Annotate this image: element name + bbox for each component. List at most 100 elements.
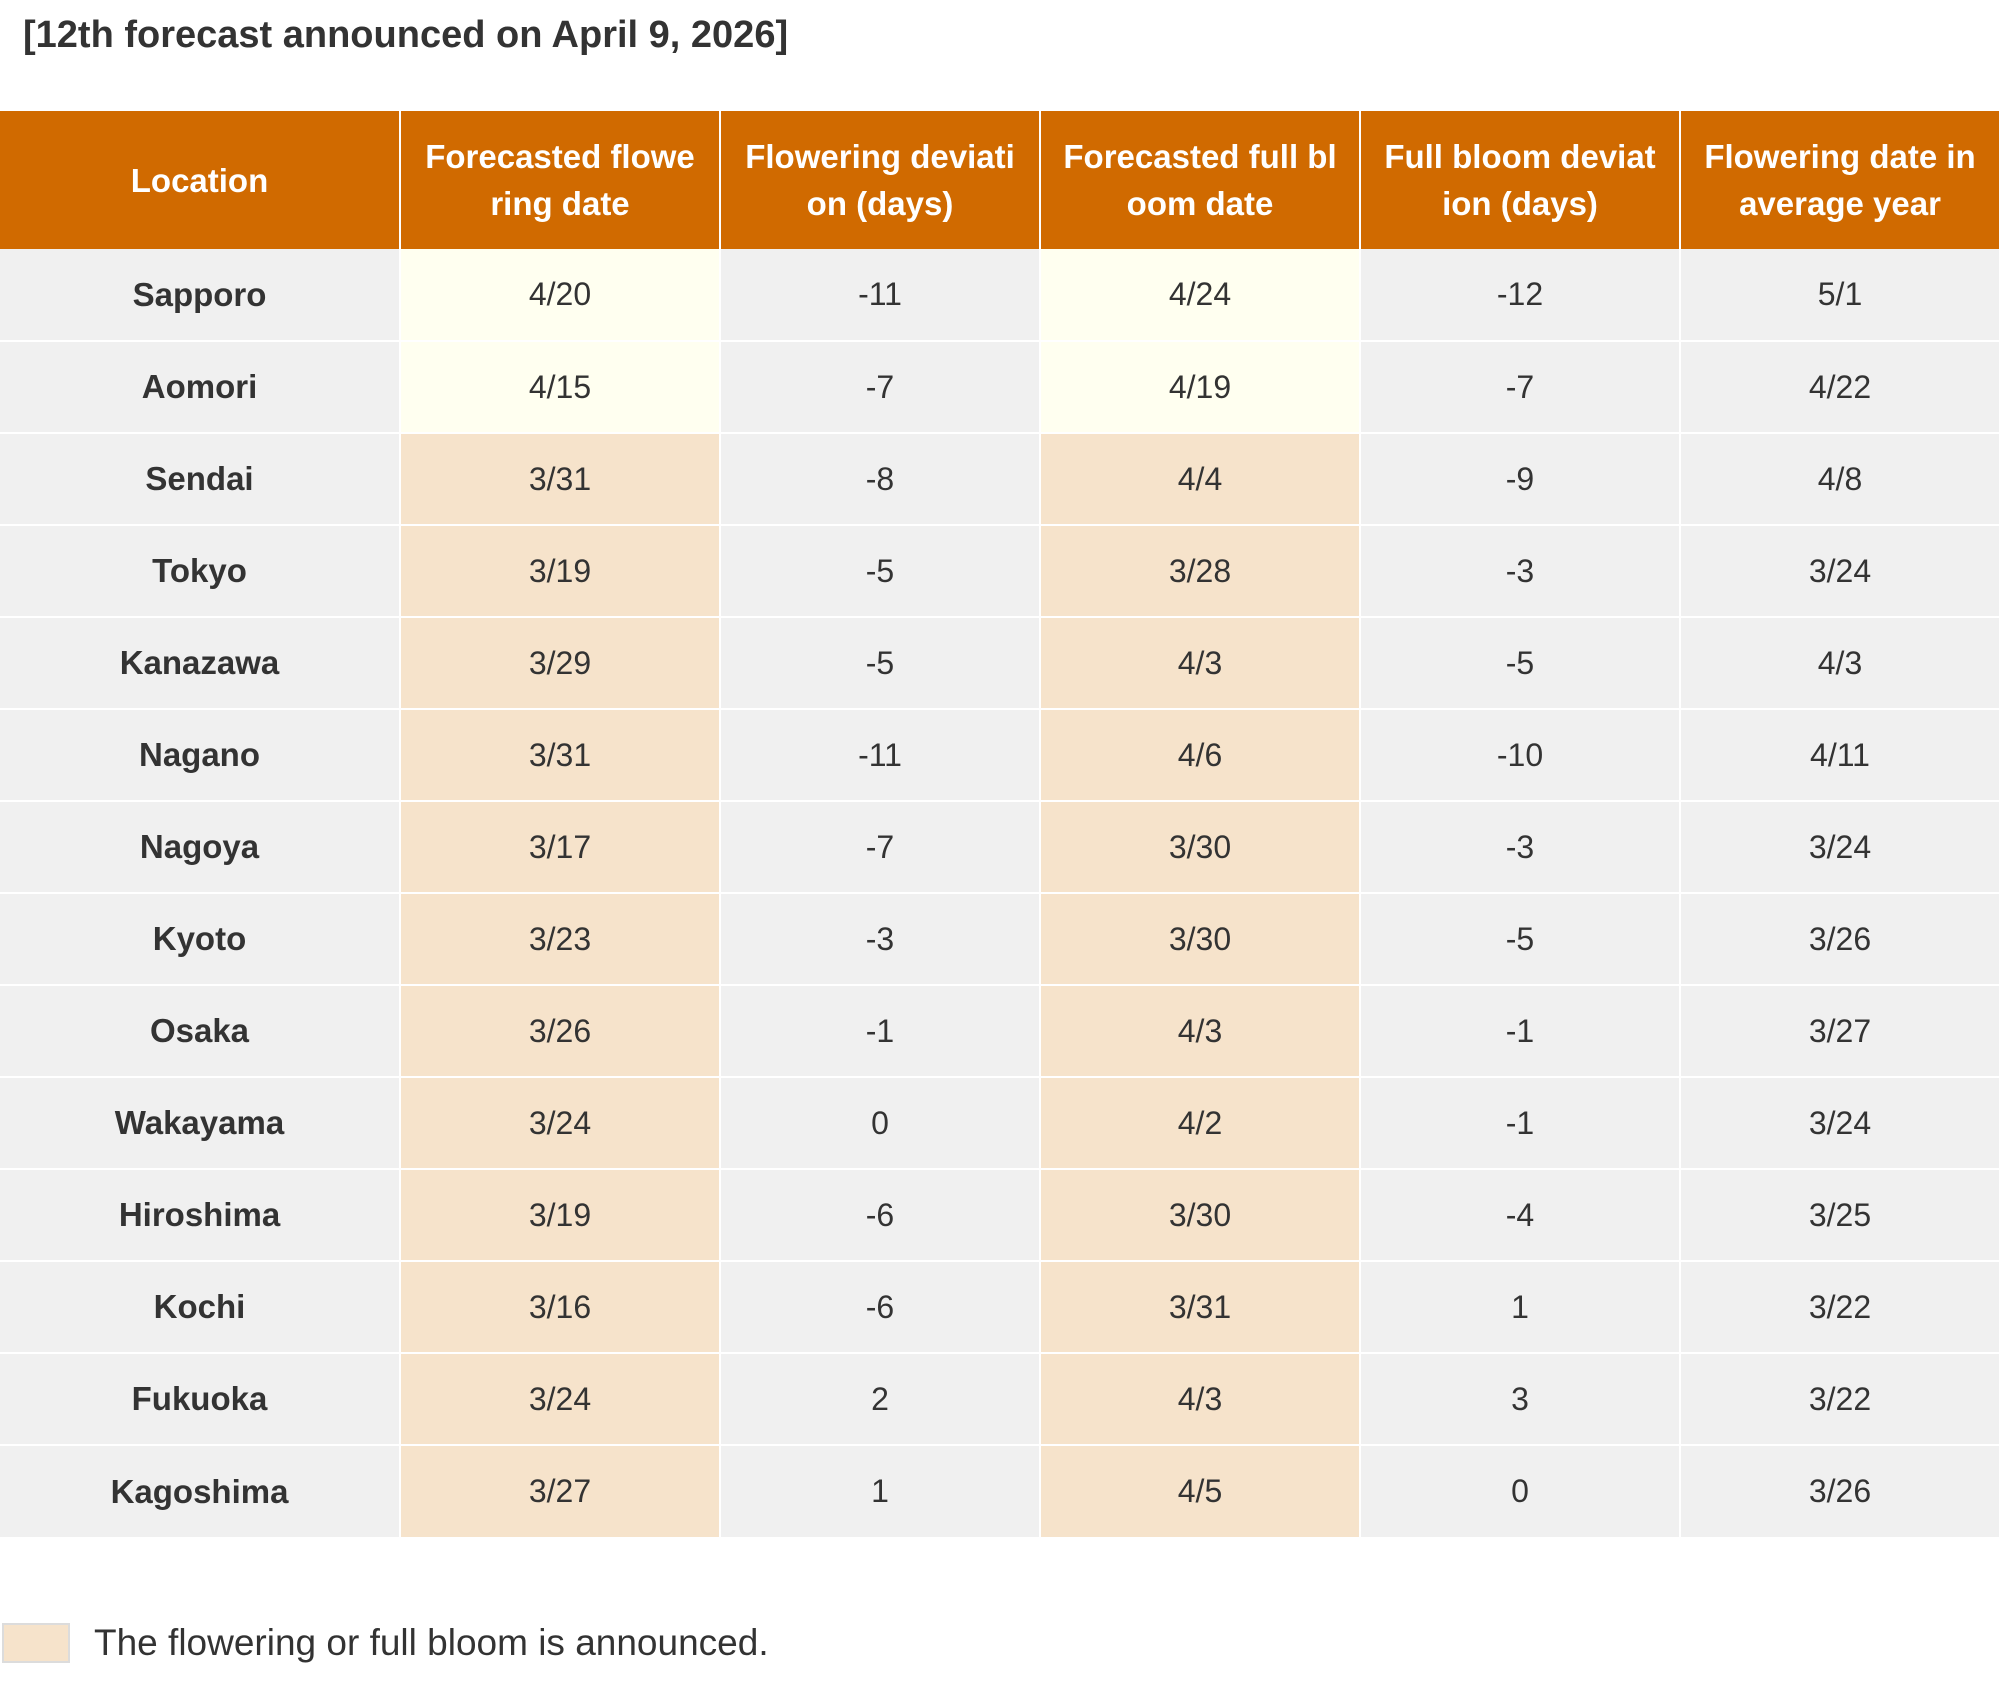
- cell-flowering-deviation: -7: [720, 800, 1041, 893]
- cell-forecasted-flowering: 3/19: [400, 524, 721, 617]
- cell-forecasted-full-bloom: 4/6: [1040, 708, 1361, 801]
- forecast-table-container: Location Forecasted flowering date Flowe…: [0, 111, 1999, 1537]
- cell-forecasted-flowering: 4/20: [400, 249, 721, 341]
- cell-flowering-deviation: -7: [720, 340, 1041, 433]
- cell-forecasted-flowering: 3/17: [400, 800, 721, 893]
- table-row: Kagoshima 3/27 1 4/5 0 3/26: [0, 1444, 1999, 1537]
- cell-forecasted-full-bloom: 3/28: [1040, 524, 1361, 617]
- cell-forecasted-full-bloom: 3/30: [1040, 892, 1361, 985]
- cell-full-bloom-deviation: -1: [1360, 984, 1681, 1077]
- cell-forecasted-flowering: 3/29: [400, 616, 721, 709]
- cell-location: Kochi: [0, 1260, 401, 1353]
- table-row: Kochi 3/16 -6 3/31 1 3/22: [0, 1260, 1999, 1353]
- column-header-forecasted-flowering-date: Forecasted flowering date: [400, 111, 721, 249]
- cell-average-flowering: 3/26: [1680, 892, 1999, 985]
- cell-full-bloom-deviation: -3: [1360, 800, 1681, 893]
- cell-location: Sapporo: [0, 249, 401, 341]
- cell-average-flowering: 5/1: [1680, 249, 1999, 341]
- cell-forecasted-full-bloom: 4/3: [1040, 984, 1361, 1077]
- cell-full-bloom-deviation: -9: [1360, 432, 1681, 525]
- cell-forecasted-flowering: 4/15: [400, 340, 721, 433]
- table-row: Tokyo 3/19 -5 3/28 -3 3/24: [0, 524, 1999, 617]
- cell-location: Tokyo: [0, 524, 401, 617]
- cell-forecasted-full-bloom: 4/3: [1040, 1352, 1361, 1445]
- cell-location: Hiroshima: [0, 1168, 401, 1261]
- legend-swatch: [2, 1623, 70, 1663]
- cell-forecasted-flowering: 3/26: [400, 984, 721, 1077]
- column-header-full-bloom-deviation: Full bloom deviation (days): [1360, 111, 1681, 249]
- table-row: Wakayama 3/24 0 4/2 -1 3/24: [0, 1076, 1999, 1169]
- cell-average-flowering: 3/24: [1680, 1076, 1999, 1169]
- cell-flowering-deviation: -6: [720, 1168, 1041, 1261]
- cell-flowering-deviation: 1: [720, 1444, 1041, 1537]
- cell-full-bloom-deviation: -4: [1360, 1168, 1681, 1261]
- cell-forecasted-full-bloom: 3/30: [1040, 800, 1361, 893]
- table-body: Sapporo 4/20 -11 4/24 -12 5/1 Aomori 4/15 -7 4/19…: [0, 249, 1999, 1537]
- cell-average-flowering: 4/22: [1680, 340, 1999, 433]
- cell-flowering-deviation: 0: [720, 1076, 1041, 1169]
- cell-forecasted-full-bloom: 3/31: [1040, 1260, 1361, 1353]
- cell-full-bloom-deviation: -5: [1360, 892, 1681, 985]
- cell-average-flowering: 3/22: [1680, 1260, 1999, 1353]
- cell-forecasted-full-bloom: 4/2: [1040, 1076, 1361, 1169]
- cell-flowering-deviation: -8: [720, 432, 1041, 525]
- cell-location: Nagoya: [0, 800, 401, 893]
- cell-forecasted-full-bloom: 4/19: [1040, 340, 1361, 433]
- table-row: Nagano 3/31 -11 4/6 -10 4/11: [0, 708, 1999, 801]
- cell-location: Sendai: [0, 432, 401, 525]
- forecast-table: Location Forecasted flowering date Flowe…: [0, 111, 1999, 1537]
- column-header-forecasted-full-bloom-date: Forecasted full bloom date: [1040, 111, 1361, 249]
- table-row: Sapporo 4/20 -11 4/24 -12 5/1: [0, 249, 1999, 341]
- table-row: Aomori 4/15 -7 4/19 -7 4/22: [0, 340, 1999, 433]
- cell-average-flowering: 4/8: [1680, 432, 1999, 525]
- legend: The flowering or full bloom is announced…: [2, 1622, 769, 1664]
- table-row: Hiroshima 3/19 -6 3/30 -4 3/25: [0, 1168, 1999, 1261]
- cell-location: Aomori: [0, 340, 401, 433]
- cell-forecasted-full-bloom: 4/5: [1040, 1444, 1361, 1537]
- table-header-row: Location Forecasted flowering date Flowe…: [0, 111, 1999, 249]
- cell-average-flowering: 3/24: [1680, 800, 1999, 893]
- cell-flowering-deviation: -11: [720, 708, 1041, 801]
- cell-forecasted-flowering: 3/31: [400, 432, 721, 525]
- cell-forecasted-flowering: 3/16: [400, 1260, 721, 1353]
- cell-average-flowering: 4/3: [1680, 616, 1999, 709]
- cell-forecasted-full-bloom: 3/30: [1040, 1168, 1361, 1261]
- cell-flowering-deviation: -11: [720, 249, 1041, 341]
- cell-full-bloom-deviation: -10: [1360, 708, 1681, 801]
- cell-flowering-deviation: -5: [720, 616, 1041, 709]
- cell-location: Fukuoka: [0, 1352, 401, 1445]
- table-row: Nagoya 3/17 -7 3/30 -3 3/24: [0, 800, 1999, 893]
- column-header-flowering-deviation: Flowering deviation (days): [720, 111, 1041, 249]
- cell-full-bloom-deviation: 3: [1360, 1352, 1681, 1445]
- cell-flowering-deviation: -3: [720, 892, 1041, 985]
- table-row: Kanazawa 3/29 -5 4/3 -5 4/3: [0, 616, 1999, 709]
- cell-flowering-deviation: -6: [720, 1260, 1041, 1353]
- cell-full-bloom-deviation: -12: [1360, 249, 1681, 341]
- cell-location: Kyoto: [0, 892, 401, 985]
- cell-average-flowering: 3/22: [1680, 1352, 1999, 1445]
- table-row: Kyoto 3/23 -3 3/30 -5 3/26: [0, 892, 1999, 985]
- cell-location: Kagoshima: [0, 1444, 401, 1537]
- cell-full-bloom-deviation: -5: [1360, 616, 1681, 709]
- cell-average-flowering: 3/27: [1680, 984, 1999, 1077]
- cell-average-flowering: 4/11: [1680, 708, 1999, 801]
- cell-forecasted-flowering: 3/24: [400, 1352, 721, 1445]
- cell-forecasted-flowering: 3/19: [400, 1168, 721, 1261]
- cell-forecasted-flowering: 3/31: [400, 708, 721, 801]
- cell-full-bloom-deviation: 1: [1360, 1260, 1681, 1353]
- cell-forecasted-flowering: 3/23: [400, 892, 721, 985]
- column-header-average-flowering-date: Flowering date in average year: [1680, 111, 1999, 249]
- cell-full-bloom-deviation: 0: [1360, 1444, 1681, 1537]
- cell-full-bloom-deviation: -3: [1360, 524, 1681, 617]
- table-row: Sendai 3/31 -8 4/4 -9 4/8: [0, 432, 1999, 525]
- cell-location: Osaka: [0, 984, 401, 1077]
- cell-forecasted-full-bloom: 4/24: [1040, 249, 1361, 341]
- cell-flowering-deviation: -5: [720, 524, 1041, 617]
- cell-forecasted-full-bloom: 4/4: [1040, 432, 1361, 525]
- cell-average-flowering: 3/24: [1680, 524, 1999, 617]
- cell-full-bloom-deviation: -1: [1360, 1076, 1681, 1169]
- column-header-location: Location: [0, 111, 401, 249]
- cell-location: Nagano: [0, 708, 401, 801]
- cell-average-flowering: 3/26: [1680, 1444, 1999, 1537]
- legend-text: The flowering or full bloom is announced…: [94, 1622, 769, 1663]
